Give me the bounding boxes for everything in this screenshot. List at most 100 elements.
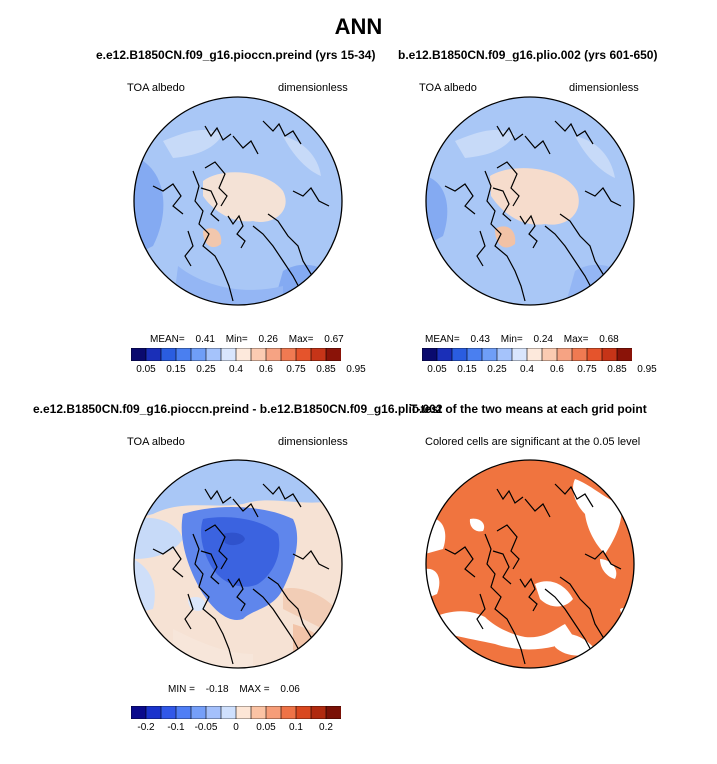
panel-2-max-label: Max= — [563, 334, 589, 345]
panel-4-significance-map — [425, 459, 635, 669]
colorbar-swatch — [310, 348, 327, 361]
panel-2-min-label: Min= — [500, 334, 523, 345]
colorbar-swatch — [496, 348, 513, 361]
colorbar-swatch — [601, 348, 618, 361]
panel-3-units-label: dimensionless — [278, 436, 348, 448]
colorbar-tick-label: 0.15 — [457, 364, 477, 375]
colorbar-swatch — [190, 706, 207, 719]
panel-2-mean-label: MEAN= — [425, 334, 460, 345]
panel-1-min-value: 0.26 — [258, 334, 278, 345]
colorbar-swatch — [436, 348, 453, 361]
colorbar-swatch — [295, 706, 312, 719]
panel-3-max-label: MAX = — [239, 684, 270, 695]
colorbar-tick-label: 0.2 — [319, 722, 333, 733]
colorbar-swatch — [556, 348, 573, 361]
panel-2-min-value: 0.24 — [533, 334, 553, 345]
colorbar-tick-label: -0.2 — [137, 722, 155, 733]
colorbar-swatch — [526, 348, 543, 361]
colorbar-tick-label: 0.6 — [259, 364, 273, 375]
panel-3-polar-map — [133, 459, 343, 669]
figure-title: ANN — [334, 14, 383, 39]
colorbar-swatch — [265, 348, 282, 361]
panel-1-variable-label: TOA albedo — [127, 82, 185, 94]
panel-3-min-value: -0.18 — [205, 684, 229, 695]
colorbar-swatch — [250, 348, 267, 361]
colorbar-tick-label: 0.1 — [289, 722, 303, 733]
colorbar-swatch — [131, 348, 147, 361]
panel-3-title: e.e12.B1850CN.f09_g16.pioccn.preind - b.… — [33, 402, 443, 416]
colorbar-swatch — [220, 348, 237, 361]
colorbar-tick-label: 0.6 — [550, 364, 564, 375]
colorbar-tick-label: 0.05 — [136, 364, 156, 375]
colorbar-swatch — [466, 348, 483, 361]
colorbar-tick-label: 0.85 — [316, 364, 336, 375]
colorbar-tick-label: 0.4 — [229, 364, 243, 375]
colorbar-swatch — [616, 348, 632, 361]
panel-2-units-label: dimensionless — [569, 82, 639, 94]
panel-2-polar-map — [425, 96, 635, 306]
panel-3-variable-label: TOA albedo — [127, 436, 185, 448]
panel-1-polar-map — [133, 96, 343, 306]
colorbar-tick-label: 0.05 — [427, 364, 447, 375]
panel-3-colorbar — [131, 706, 341, 719]
panel-2-stats: MEAN= 0.43 Min= 0.24 Max= 0.68 — [425, 334, 619, 345]
colorbar-swatch — [160, 348, 177, 361]
colorbar-tick-label: 0.85 — [607, 364, 627, 375]
colorbar-tick-label: 0.15 — [166, 364, 186, 375]
colorbar-swatch — [265, 706, 282, 719]
panel-3-stats: MIN = -0.18 MAX = 0.06 — [168, 684, 300, 695]
colorbar-swatch — [160, 706, 177, 719]
colorbar-swatch — [571, 348, 588, 361]
colorbar-swatch — [145, 348, 162, 361]
colorbar-swatch — [131, 706, 147, 719]
colorbar-swatch — [511, 348, 528, 361]
panel-2-variable-label: TOA albedo — [419, 82, 477, 94]
panel-1-min-label: Min= — [225, 334, 248, 345]
colorbar-tick-label: 0 — [233, 722, 239, 733]
colorbar-swatch — [250, 706, 267, 719]
colorbar-tick-label: -0.05 — [194, 722, 218, 733]
panel-3-min-label: MIN = — [168, 684, 195, 695]
colorbar-swatch — [541, 348, 558, 361]
colorbar-swatch — [235, 348, 252, 361]
panel-2-mean-value: 0.43 — [470, 334, 490, 345]
panel-1-stats: MEAN= 0.41 Min= 0.26 Max= 0.67 — [150, 334, 344, 345]
colorbar-tick-label: 0.05 — [256, 722, 276, 733]
colorbar-swatch — [280, 706, 297, 719]
colorbar-tick-label: 0.25 — [196, 364, 216, 375]
colorbar-swatch — [205, 706, 222, 719]
colorbar-tick-label: 0.95 — [637, 364, 657, 375]
panel-3-colorbar-labels: -0.2 -0.1 -0.05 0 0.05 0.1 0.2 — [131, 722, 341, 736]
colorbar-swatch — [325, 348, 341, 361]
colorbar-tick-label: 0.4 — [520, 364, 534, 375]
panel-1-units-label: dimensionless — [278, 82, 348, 94]
panel-3-max-value: 0.06 — [280, 684, 300, 695]
colorbar-tick-label: -0.1 — [167, 722, 185, 733]
panel-1-colorbar-labels: 0.05 0.15 0.25 0.4 0.6 0.75 0.85 0.95 — [131, 364, 365, 378]
colorbar-swatch — [481, 348, 498, 361]
panel-1-title: e.e12.B1850CN.f09_g16.pioccn.preind (yrs… — [96, 48, 376, 62]
panel-2-colorbar — [422, 348, 632, 361]
panel-1-colorbar — [131, 348, 341, 361]
colorbar-swatch — [205, 348, 222, 361]
panel-2-colorbar-labels: 0.05 0.15 0.25 0.4 0.6 0.75 0.85 0.95 — [422, 364, 656, 378]
panel-1-max-label: Max= — [288, 334, 314, 345]
panel-1-max-value: 0.67 — [324, 334, 344, 345]
colorbar-swatch — [586, 348, 603, 361]
colorbar-swatch — [422, 348, 438, 361]
panel-4-title: T-test of the two means at each grid poi… — [410, 402, 647, 416]
colorbar-swatch — [220, 706, 237, 719]
panel-1-mean-label: MEAN= — [150, 334, 185, 345]
panel-1-mean-value: 0.41 — [195, 334, 215, 345]
colorbar-swatch — [451, 348, 468, 361]
colorbar-tick-label: 0.75 — [286, 364, 306, 375]
panel-2-max-value: 0.68 — [599, 334, 619, 345]
colorbar-swatch — [310, 706, 327, 719]
colorbar-swatch — [295, 348, 312, 361]
colorbar-tick-label: 0.95 — [346, 364, 366, 375]
colorbar-tick-label: 0.75 — [577, 364, 597, 375]
colorbar-tick-label: 0.25 — [487, 364, 507, 375]
colorbar-swatch — [190, 348, 207, 361]
colorbar-swatch — [280, 348, 297, 361]
colorbar-swatch — [175, 348, 192, 361]
